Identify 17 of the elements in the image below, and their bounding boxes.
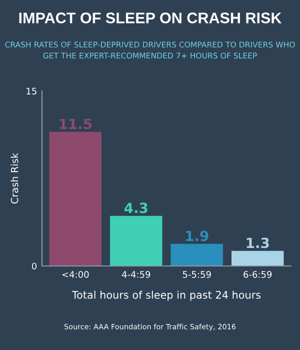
data-label: 1.9 xyxy=(186,230,208,242)
x-tick-label: 5-5:59 xyxy=(182,271,211,278)
bar xyxy=(110,216,162,266)
bar xyxy=(231,250,284,266)
bar xyxy=(170,244,223,266)
x-tick-label: <4:00 xyxy=(62,271,89,278)
data-label: 4.3 xyxy=(124,202,148,214)
x-tick-label: 4-4:59 xyxy=(122,271,150,278)
y-tick-label: 15 xyxy=(26,88,36,95)
chart-title: IMPACT OF SLEEP ON CRASH RISK xyxy=(19,12,282,24)
bar xyxy=(49,132,102,266)
x-axis-title: Total hours of sleep in past 24 hours xyxy=(72,290,261,301)
data-label: 11.5 xyxy=(60,118,92,130)
y-axis-title: Crash Risk xyxy=(10,152,18,204)
y-tick-label: 0 xyxy=(32,262,37,270)
x-tick-label: 6-6:59 xyxy=(244,271,272,278)
data-label: 1.3 xyxy=(246,238,269,248)
